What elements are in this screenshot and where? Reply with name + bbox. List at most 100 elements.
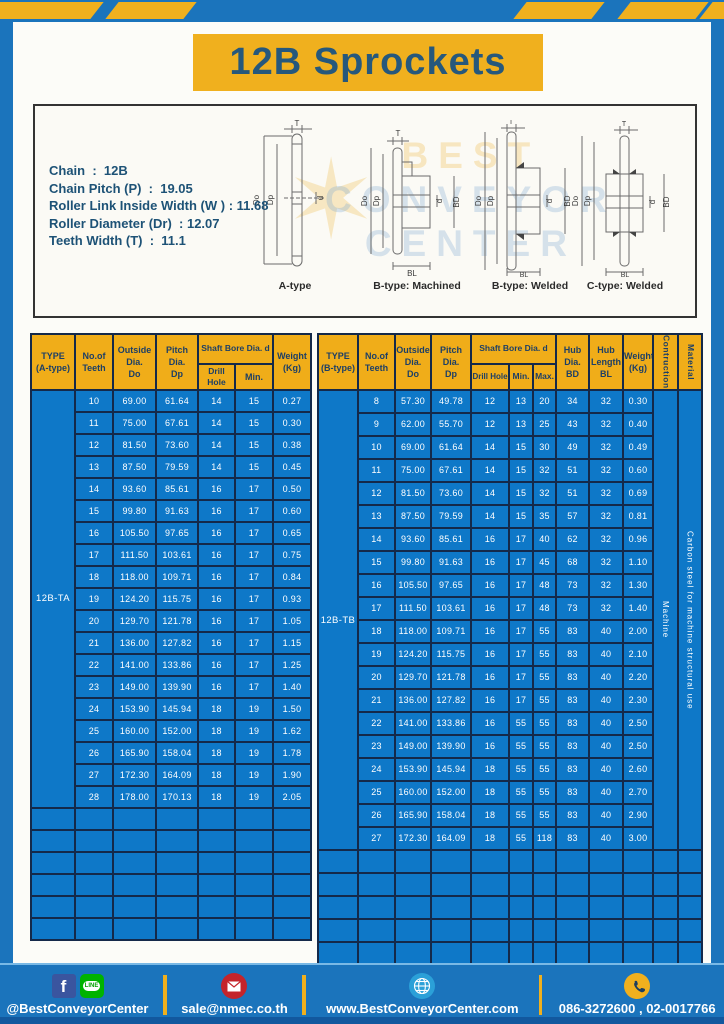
table-cell: 172.30	[112, 763, 157, 787]
table-cell: 49.78	[430, 389, 472, 414]
table-cell: 0.50	[272, 477, 313, 501]
table-cell: 153.90	[394, 757, 432, 782]
table-cell: 15	[233, 455, 275, 479]
table-cell: 79.59	[155, 455, 199, 479]
table-cell: 12	[357, 481, 396, 506]
table-cell: 18	[197, 763, 236, 787]
sprocket-diagram-c-type-welded: T Do Dp d BD BL C-type: Welded	[570, 120, 680, 292]
empty-row	[30, 851, 313, 875]
table-cell: 13	[508, 389, 534, 414]
website-section: www.BestConveyorCenter.com	[314, 973, 531, 1016]
empty-cell	[677, 872, 704, 897]
globe-icon	[409, 973, 436, 999]
dim-label-dp: Dp	[372, 195, 381, 206]
table-cell: 124.20	[394, 642, 432, 667]
table-cell: 24	[74, 697, 114, 721]
social-handle: @BestConveyorCenter	[6, 1001, 149, 1016]
table-cell: 160.00	[394, 780, 432, 805]
table-cell: 55	[508, 803, 534, 828]
contact-footer: f LINE @BestConveyorCenter sale@nmec.co.…	[0, 963, 724, 1024]
table-cell: 67.61	[155, 411, 199, 435]
table-cell: 87.50	[112, 455, 157, 479]
table-row: 11 75.00 67.61 14 15 0.30	[31, 411, 313, 435]
table-cell: 16	[357, 573, 396, 598]
dim-label-do: Do	[252, 194, 261, 205]
table-cell: 25	[357, 780, 396, 805]
table-cell: 19	[233, 719, 275, 743]
dim-label-d: d	[435, 199, 444, 203]
table-cell: 0.40	[622, 412, 655, 437]
table-cell: 17	[233, 499, 275, 523]
table-cell: 115.75	[155, 587, 199, 611]
table-cell: 115.75	[430, 642, 472, 667]
table-cell: 19	[74, 587, 114, 611]
table-row: 12 81.50 73.60 14 15 0.38	[31, 433, 313, 457]
table-cell: 32	[588, 412, 625, 437]
table-cell: 24	[357, 757, 396, 782]
table-cell: 21	[74, 631, 114, 655]
table-cell: 16	[197, 521, 236, 545]
table-cell: 153.90	[112, 697, 157, 721]
empty-cell	[74, 895, 114, 919]
empty-cell	[508, 941, 534, 966]
empty-row	[317, 895, 704, 920]
top-stripe	[105, 2, 197, 19]
mail-icon	[221, 973, 248, 999]
table-cell: 16	[470, 734, 510, 759]
col-header-material: Material	[677, 333, 704, 391]
table-cell: 164.09	[155, 763, 199, 787]
email-section: sale@nmec.co.th	[175, 973, 295, 1016]
table-cell: 55	[508, 734, 534, 759]
table-cell: 0.93	[272, 587, 313, 611]
empty-cell	[357, 895, 396, 920]
table-cell: 141.00	[394, 711, 432, 736]
table-cell: 20	[357, 665, 396, 690]
table-cell: 152.00	[430, 780, 472, 805]
page-title: 12B Sprockets	[229, 41, 507, 83]
empty-cell	[155, 807, 199, 831]
table-cell: 2.70	[622, 780, 655, 805]
empty-row	[317, 941, 704, 966]
empty-cell	[233, 807, 275, 831]
empty-cell	[394, 849, 432, 874]
empty-cell	[112, 851, 157, 875]
empty-cell	[112, 829, 157, 853]
empty-cell	[233, 917, 275, 941]
empty-cell	[357, 872, 396, 897]
footer-divider	[163, 974, 167, 1015]
table-cell: 97.65	[430, 573, 472, 598]
col-header-teeth: No.of Teeth	[74, 333, 114, 391]
table-cell: 14	[74, 477, 114, 501]
empty-cell	[74, 807, 114, 831]
table-cell: 124.20	[112, 587, 157, 611]
table-row: 9 62.00 55.70 12 13 25 43 32 0.40	[318, 412, 702, 437]
table-cell: 121.78	[430, 665, 472, 690]
table-cell: 136.00	[112, 631, 157, 655]
table-cell: 12	[470, 412, 510, 437]
table-cell: 1.15	[272, 631, 313, 655]
table-row: 22 141.00 133.86 16 17 1.25	[31, 653, 313, 677]
spec-roller-diameter: Roller Diameter (Dr) : 12.07	[49, 215, 220, 231]
table-cell: 170.13	[155, 785, 199, 809]
empty-cell	[588, 918, 625, 943]
table-cell: 0.60	[622, 458, 655, 483]
table-cell: 32	[588, 435, 625, 460]
table-cell: 16	[197, 609, 236, 633]
table-cell: 32	[588, 504, 625, 529]
empty-cell	[508, 849, 534, 874]
table-cell: 61.64	[155, 389, 199, 413]
table-cell: 1.05	[272, 609, 313, 633]
table-cell: 22	[74, 653, 114, 677]
table-cell: 16	[470, 573, 510, 598]
table-cell: 73.60	[155, 433, 199, 457]
table-cell: 1.25	[272, 653, 313, 677]
table-cell: 109.71	[430, 619, 472, 644]
table-cell: 57	[555, 504, 591, 529]
empty-cell	[622, 895, 655, 920]
empty-cell	[197, 873, 236, 897]
empty-cell	[677, 895, 704, 920]
table-cell: 21	[357, 688, 396, 713]
empty-row	[30, 807, 313, 831]
table-cell: 118	[531, 826, 558, 851]
table-cell: 158.04	[430, 803, 472, 828]
